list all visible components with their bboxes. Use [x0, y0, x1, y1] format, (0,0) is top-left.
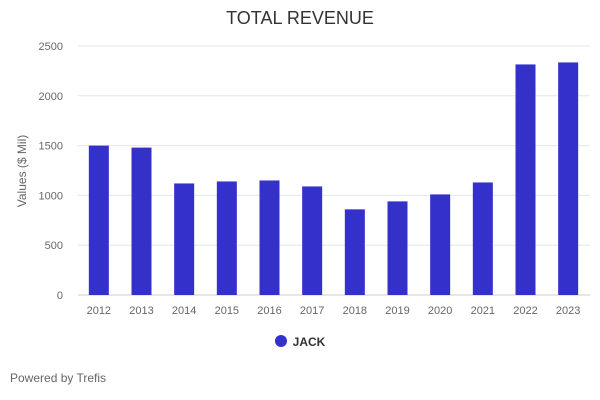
x-tick-label: 2015 [215, 305, 239, 317]
legend-marker [274, 335, 287, 347]
legend-label: JACK [292, 335, 326, 349]
x-tick-label: 2023 [556, 305, 580, 317]
bar[interactable] [259, 180, 280, 295]
y-tick-label: 1000 [39, 190, 63, 202]
chart-title: TOTAL REVENUE [226, 8, 374, 28]
y-axis-label: Values ($ Mil) [15, 135, 29, 207]
footer-credit: Powered by Trefis [10, 371, 107, 385]
bar[interactable] [344, 209, 365, 295]
y-tick-label: 1500 [39, 141, 63, 153]
bar[interactable] [558, 62, 579, 296]
bar[interactable] [216, 181, 237, 295]
x-tick-label: 2018 [343, 305, 367, 317]
y-tick-label: 0 [57, 290, 63, 302]
y-tick-label: 500 [45, 240, 63, 252]
bar[interactable] [302, 186, 323, 295]
x-tick-label: 2019 [385, 305, 409, 317]
bar[interactable] [174, 183, 195, 295]
x-tick-label: 2017 [300, 305, 324, 317]
x-tick-label: 2016 [257, 305, 281, 317]
bar[interactable] [472, 182, 493, 295]
x-tick-label: 2020 [428, 305, 452, 317]
bar[interactable] [387, 201, 408, 295]
x-tick-label: 2014 [172, 305, 196, 317]
y-tick-label: 2500 [39, 41, 63, 53]
y-tick-label: 2000 [39, 91, 63, 103]
x-tick-label: 2013 [129, 305, 153, 317]
bar[interactable] [88, 145, 109, 295]
legend[interactable]: JACK [0, 335, 600, 349]
x-tick-label: 2022 [513, 305, 537, 317]
bar[interactable] [131, 147, 152, 295]
bar[interactable] [430, 194, 451, 295]
x-tick-label: 2012 [87, 305, 111, 317]
bar[interactable] [515, 64, 536, 296]
x-tick-label: 2021 [471, 305, 495, 317]
